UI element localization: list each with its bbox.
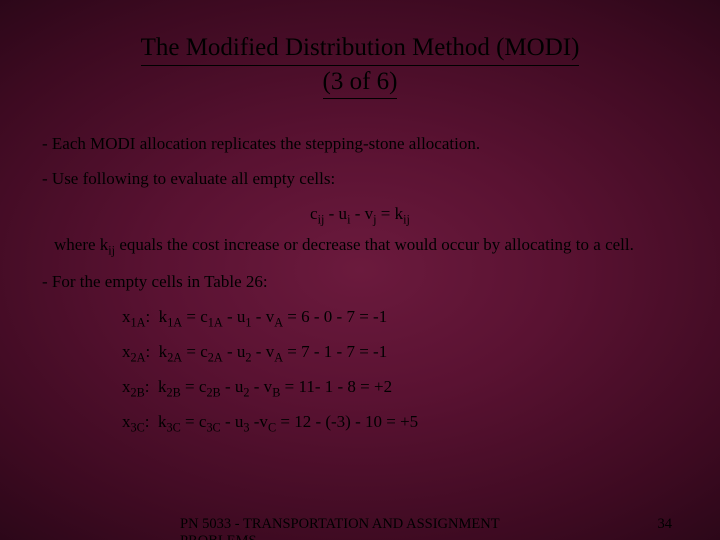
cell-3C: x3C: k3C = c3C - u3 -vC = 12 - (-3) - 10… [122,411,680,434]
body: - Each MODI allocation replicates the st… [40,133,680,433]
cell-equations: x1A: k1A = c1A - u1 - vA = 6 - 0 - 7 = -… [122,306,680,434]
formula: cij - ui - vj = kij [40,203,680,226]
bullet-1: - Each MODI allocation replicates the st… [42,133,680,156]
cell-2A: x2A: k2A = c2A - u2 - vA = 7 - 1 - 7 = -… [122,341,680,364]
cell-1A: x1A: k1A = c1A - u1 - vA = 6 - 0 - 7 = -… [122,306,680,329]
cell-2B: x2B: k2B = c2B - u2 - vB = 11- 1 - 8 = +… [122,376,680,399]
slide: The Modified Distribution Method (MODI) … [0,0,720,540]
bullet-3: - For the empty cells in Table 26: [42,271,680,294]
title-line1: The Modified Distribution Method (MODI) [141,32,580,66]
page-number: 34 [658,516,673,533]
title-line2: (3 of 6) [323,66,398,100]
title-block: The Modified Distribution Method (MODI) … [40,32,680,99]
bullet-2: - Use following to evaluate all empty ce… [42,168,680,191]
footer-text: PN 5033 - TRANSPORTATION AND ASSIGNMENT … [180,516,540,540]
where-line: where kij equals the cost increase or de… [54,234,680,257]
